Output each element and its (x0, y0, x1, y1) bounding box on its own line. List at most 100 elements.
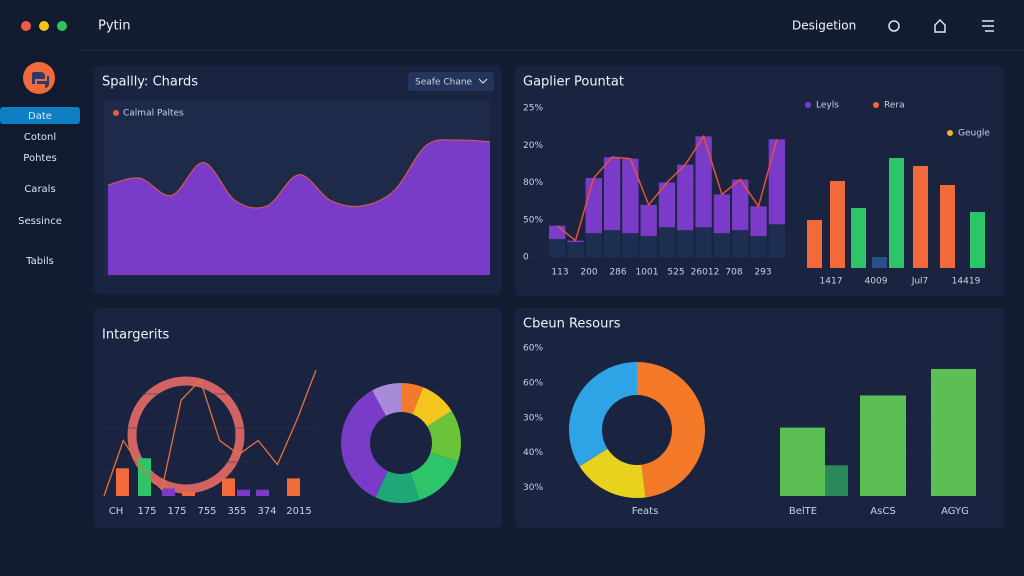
bar (780, 427, 825, 496)
sidebar-item[interactable]: Sessince (18, 216, 62, 227)
x-tick-label: 200 (580, 268, 597, 278)
area (108, 139, 490, 275)
x-tick-label: 175 (167, 506, 186, 517)
bar-top (695, 136, 712, 228)
donut-segment (579, 448, 646, 498)
y-tick-label: 0 (523, 253, 529, 263)
legend-label: Rera (884, 101, 905, 111)
window-close[interactable] (21, 21, 31, 31)
bar-base (768, 224, 785, 257)
bar (931, 368, 976, 496)
bar (182, 492, 195, 496)
area-line (107, 139, 491, 209)
legend-label: Geugle (958, 129, 990, 139)
x-tick-label: 374 (257, 506, 276, 517)
bar (889, 158, 904, 268)
bar-base (622, 233, 639, 257)
donut-segment (427, 410, 461, 462)
panel-title: Cbeun Resours (523, 317, 621, 332)
menu-icon[interactable] (982, 20, 994, 32)
donut-segment (410, 452, 459, 501)
x-tick-label: 1417 (820, 277, 843, 287)
donut-segment (412, 387, 452, 427)
donut-segment (401, 383, 424, 415)
bar-top (603, 157, 621, 231)
line (103, 369, 317, 497)
bar-base (549, 239, 566, 257)
donut-segment (341, 390, 388, 498)
panel-title: Intargerits (102, 328, 170, 343)
sidebar-item[interactable]: Cotonl (24, 132, 56, 143)
bar (162, 488, 175, 496)
dropdown-label[interactable]: Seafe Chane (415, 78, 473, 88)
bar-base (640, 236, 657, 257)
x-tick-label: 286 (609, 268, 626, 278)
bar (807, 220, 822, 268)
bar-base (603, 230, 621, 257)
bar-base (713, 233, 731, 257)
bar-base (658, 227, 676, 257)
bar (851, 208, 866, 268)
bar (860, 395, 906, 496)
y-tick-label: 50% (523, 215, 543, 225)
bar-base (695, 227, 712, 257)
bar-top (658, 182, 676, 228)
legend-label: Calmal Paltes (123, 109, 184, 119)
x-tick-label: AsCS (870, 506, 895, 517)
bar-top (732, 179, 749, 231)
sidebar-item[interactable]: Tabils (25, 256, 54, 267)
dropdown[interactable] (408, 72, 494, 91)
logo-glyph (31, 72, 49, 88)
bar-top (677, 164, 694, 231)
y-tick-label: 60% (523, 344, 543, 354)
bar (256, 489, 269, 496)
x-tick-label: 293 (754, 268, 771, 278)
x-tick-label: 355 (227, 506, 246, 517)
sidebar-item[interactable]: Carals (24, 184, 55, 195)
panel-title: Spallly: Chards (102, 75, 198, 90)
window-minimize[interactable] (39, 21, 49, 31)
donut-segment (372, 383, 401, 416)
sidebar-item[interactable]: Date (28, 111, 52, 122)
legend-swatch (113, 110, 119, 116)
sidebar-active (0, 107, 80, 124)
donut-segment (375, 471, 420, 503)
bar-base (750, 236, 767, 257)
x-tick-label: 4009 (865, 277, 888, 287)
bar-top (768, 139, 785, 225)
bar-top (713, 194, 731, 234)
donut-label: Feats (632, 506, 659, 517)
sidebar (0, 0, 80, 576)
x-tick-label: 1001 (636, 268, 659, 278)
bar (237, 489, 250, 496)
user-icon[interactable] (888, 20, 900, 32)
x-tick-label: 755 (197, 506, 216, 517)
x-tick-label: 14419 (952, 277, 981, 287)
donut-segment (569, 362, 637, 467)
bar (825, 465, 848, 496)
x-tick-label: AGYG (941, 506, 969, 517)
dropdown-arrow (478, 78, 488, 84)
donut-segment (637, 362, 706, 498)
bar (287, 478, 300, 496)
bar (116, 468, 129, 496)
x-tick-label: 26012 (691, 268, 720, 278)
x-tick-label: 2015 (286, 506, 311, 517)
bar-top (549, 225, 566, 240)
x-tick-label: CH (109, 506, 124, 517)
bar (913, 166, 928, 268)
x-tick-label: 175 (137, 506, 156, 517)
window-maximize[interactable] (57, 21, 67, 31)
bar (872, 257, 887, 268)
bar (830, 181, 845, 268)
x-tick-label: 708 (725, 268, 742, 278)
x-tick-label: 525 (667, 268, 684, 278)
nav-label[interactable]: Desigetion (792, 19, 856, 33)
sidebar-item[interactable]: Pohtes (23, 153, 56, 164)
home-icon[interactable] (934, 18, 946, 33)
y-tick-label: 20% (523, 141, 543, 151)
app-title: Pytin (98, 19, 130, 34)
bar-top (585, 178, 602, 234)
y-tick-label: 25% (523, 104, 543, 114)
